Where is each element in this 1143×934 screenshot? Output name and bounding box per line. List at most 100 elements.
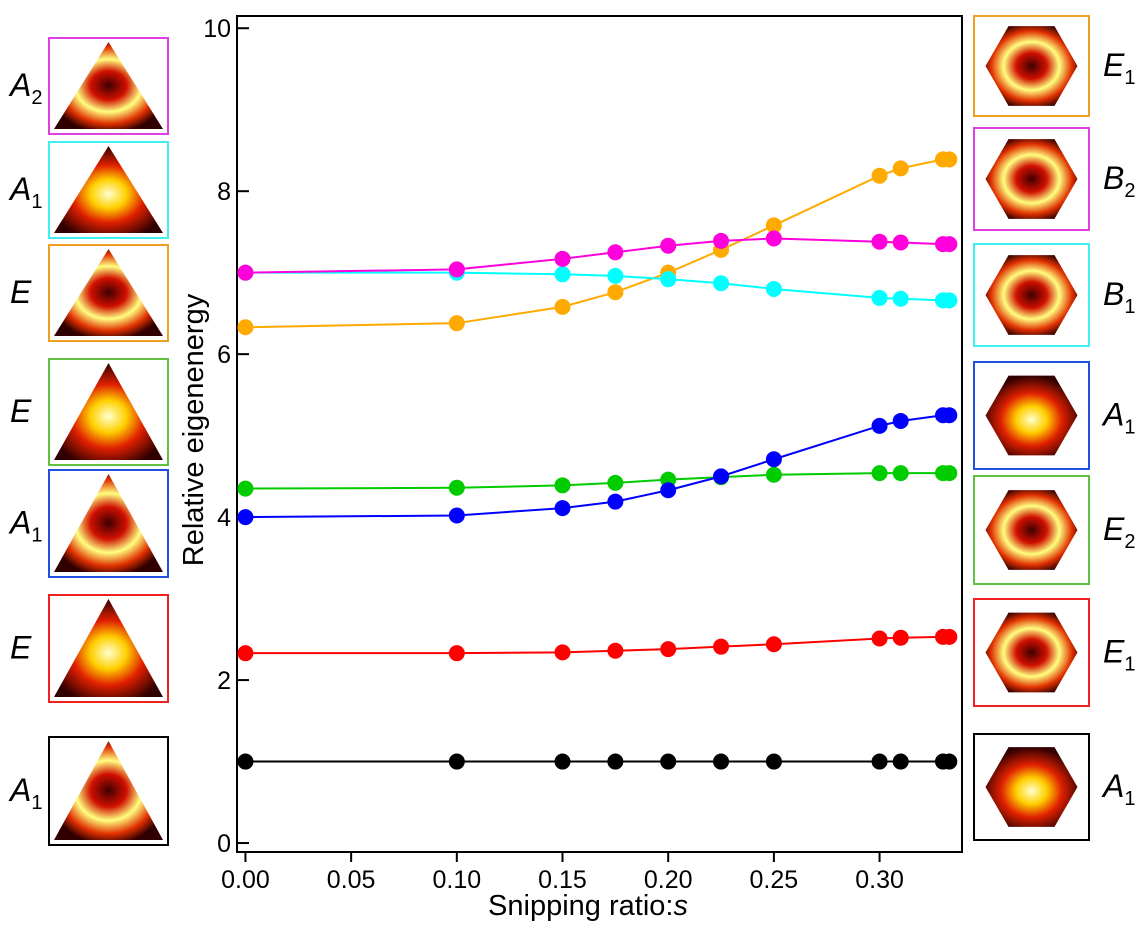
mode-label-main: E [10,630,32,666]
data-point [607,284,623,300]
y-tick-label: 2 [217,667,231,695]
data-point [872,631,888,647]
mode-label-main: E [10,393,32,429]
data-point [237,481,253,497]
data-point [555,477,571,493]
mode-label: A2 [8,67,42,109]
data-point [607,494,623,510]
data-point [713,233,729,249]
mode-label-main: A [8,67,31,103]
mode-label: E [10,274,32,310]
data-point [893,754,909,770]
data-point [555,251,571,267]
series-line [245,473,949,488]
mode-label-sub: 1 [31,525,42,547]
data-point [941,151,957,167]
mode-label-main: B [1103,276,1124,312]
mode-label: E [10,630,32,666]
data-point [766,467,782,483]
x-axis-title: Snipping ratio:s [488,890,688,922]
data-point [893,630,909,646]
mode-label-sub: 1 [1124,417,1135,439]
data-point [766,281,782,297]
mode-label-sub: 2 [31,87,42,109]
data-point [713,275,729,291]
data-point [893,235,909,251]
y-axis-title: Relative eigenenergy [178,293,210,566]
data-point [555,500,571,516]
data-point [555,644,571,660]
mode-label-main: A [8,772,31,808]
mode-label: B1 [1103,276,1135,318]
data-point [713,639,729,655]
data-point [941,754,957,770]
x-tick-label: 0.20 [644,866,693,894]
data-point [893,465,909,481]
data-point [660,271,676,287]
x-tick-label: 0.10 [432,866,481,894]
data-point [607,754,623,770]
data-point [872,290,888,306]
data-point [237,754,253,770]
data-point [872,234,888,250]
x-axis-title-text: Snipping ratio: [488,890,673,922]
y-tick-label: 10 [203,15,231,43]
mode-label-sub: 1 [31,191,42,213]
data-point [607,643,623,659]
mode-label-main: E [1103,47,1125,83]
mode-label: E2 [1103,511,1135,553]
data-point [941,236,957,252]
data-point [660,482,676,498]
mode-label-sub: 1 [1124,654,1135,676]
mode-label: A1 [1101,397,1135,439]
mode-label: E [10,393,32,429]
data-point [766,230,782,246]
data-point [766,754,782,770]
x-tick-label: 0.15 [538,866,587,894]
data-point [607,475,623,491]
data-point [872,754,888,770]
y-tick-label: 6 [217,341,231,369]
data-point [893,160,909,176]
series-line [245,159,949,327]
data-point [607,268,623,284]
mode-label-main: A [1101,397,1124,433]
data-point [872,418,888,434]
data-point [237,265,253,281]
data-point [941,629,957,645]
data-point [941,465,957,481]
mode-label: A1 [8,772,42,814]
mode-label-sub: 2 [1124,180,1135,202]
mode-label-sub: 1 [1124,296,1135,318]
data-point [555,754,571,770]
mode-label-main: E [1103,511,1125,547]
mode-label-main: E [10,274,32,310]
data-point [893,413,909,429]
series-line [245,637,949,653]
data-point [237,509,253,525]
data-point [766,636,782,652]
mode-label-main: A [8,171,31,207]
data-point [555,266,571,282]
data-point [766,451,782,467]
mode-label: A1 [8,505,42,547]
mode-label-sub: 1 [31,792,42,814]
x-tick-label: 0.00 [221,866,270,894]
data-point [872,168,888,184]
data-point [660,754,676,770]
mode-label-sub: 2 [1124,531,1135,553]
figure: Relative eigenenergy Snipping ratio:s 0 2… [0,0,1143,934]
data-point [449,645,465,661]
data-point [607,244,623,260]
data-point [449,261,465,277]
data-point [555,299,571,315]
y-tick-label: 0 [217,830,231,858]
mode-label-main: B [1103,160,1124,196]
data-point [941,292,957,308]
data-point [713,754,729,770]
mode-label-sub: 1 [1124,788,1135,810]
y-tick-label: 8 [217,178,231,206]
data-point [449,480,465,496]
data-point [449,754,465,770]
series-line [245,415,949,517]
